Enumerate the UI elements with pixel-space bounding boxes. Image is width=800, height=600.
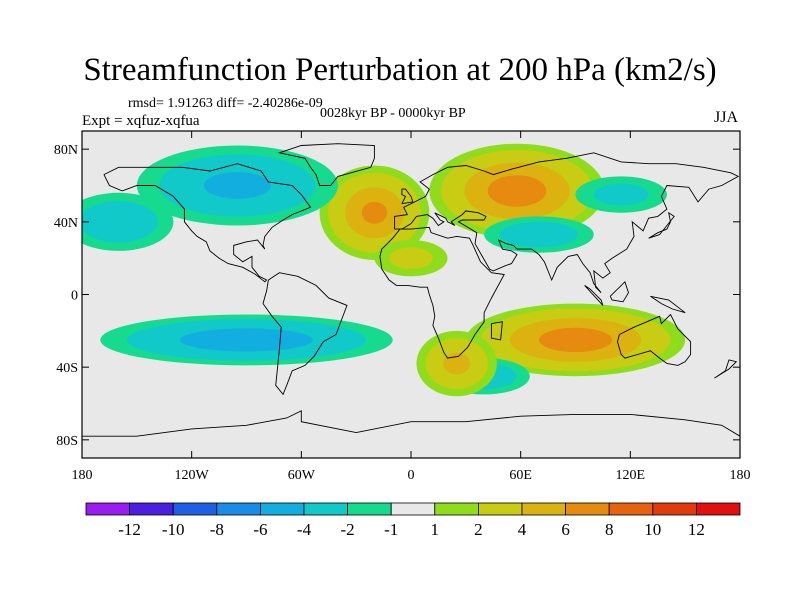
colorbar-box <box>696 502 741 516</box>
coastline-path <box>714 359 738 379</box>
colorbar-box <box>303 502 348 516</box>
y-tick-label: 0 <box>71 289 78 304</box>
colorbar-label: -8 <box>210 520 224 539</box>
coastline-path <box>648 211 675 239</box>
coastline-path <box>82 410 740 437</box>
colorbar-box <box>608 502 654 516</box>
contour-band <box>499 221 579 248</box>
field-feature <box>374 239 448 277</box>
colorbar: -12 -10 -8 -6 -4 -2 -1 1 2 4 6 8 10 12 <box>85 502 741 539</box>
field-feature <box>575 176 667 213</box>
colorbar-box <box>259 502 305 516</box>
colorbar-box <box>172 502 218 516</box>
contour-band <box>487 175 547 207</box>
colorbar-label: -12 <box>118 520 141 539</box>
colorbar-box <box>565 502 610 516</box>
x-tick-label: 120E <box>616 468 646 483</box>
contour-band <box>82 201 158 243</box>
x-tick-label: 60E <box>509 468 532 483</box>
field-feature <box>100 314 393 366</box>
season-text: JJA <box>714 109 739 126</box>
coastline-path <box>379 226 505 359</box>
x-tick-label: 60W <box>288 468 316 483</box>
colorbar-label: 6 <box>561 520 570 539</box>
field-feature <box>136 145 338 226</box>
x-tick-label: 120W <box>175 468 210 483</box>
colorbar-box <box>347 502 392 516</box>
colorbar-box <box>390 502 436 516</box>
colorbar-box <box>216 502 261 516</box>
field-feature <box>484 216 594 253</box>
field-feature <box>465 303 686 377</box>
contour-band <box>180 328 313 352</box>
field-feature <box>416 330 497 397</box>
coastline-path <box>617 313 692 366</box>
y-tick-label: 40N <box>54 216 78 231</box>
rmsd-text: rmsd= 1.91263 diff= -2.40286e-09 <box>128 96 323 111</box>
colorbar-label: 10 <box>644 520 661 539</box>
colorbar-label: 1 <box>431 520 440 539</box>
coastline-path <box>490 321 503 341</box>
y-tick-label: 80S <box>56 434 78 449</box>
x-tick-label: 180 <box>730 468 751 483</box>
y-tick-label: 80N <box>54 143 78 158</box>
contour-band <box>361 201 388 224</box>
colorbar-box <box>477 502 523 516</box>
contour-band <box>593 183 649 206</box>
axis-ticks: 180 120W 60W 0 60E 120E 180 80N 40N 0 40S 80S <box>54 131 751 483</box>
x-tick-label: 180 <box>72 468 93 483</box>
coastline-path <box>262 272 348 396</box>
coastline-path <box>650 295 686 314</box>
chart-title: Streamfunction Perturbation at 200 hPa (… <box>83 52 717 88</box>
y-tick-label: 40S <box>56 361 78 376</box>
colorbar-label: -2 <box>341 520 355 539</box>
field-feature <box>429 143 605 239</box>
contour-band <box>389 247 433 270</box>
x-tick-label: 0 <box>408 468 415 483</box>
expt-text: Expt = xqfuz-xqfua <box>82 113 200 129</box>
coastline-path <box>609 280 629 303</box>
colorbar-box <box>434 502 479 516</box>
coastline-path <box>394 152 740 294</box>
colorbar-label: -1 <box>384 520 398 539</box>
coastline-path <box>277 143 375 186</box>
colorbar-label: 8 <box>605 520 614 539</box>
colorbar-box <box>521 502 566 516</box>
colorbar-box <box>129 502 174 516</box>
coastline-path <box>584 285 604 306</box>
colorbar-label: 4 <box>518 520 527 539</box>
contour-band <box>538 327 613 353</box>
period-text: 0028kyr BP - 0000kyr BP <box>320 106 466 121</box>
coastline-path <box>103 163 312 283</box>
colorbar-box <box>652 502 697 516</box>
field-feature <box>82 192 174 251</box>
colorbar-box <box>85 502 130 516</box>
colorbar-label: -6 <box>253 520 267 539</box>
contour-band <box>443 352 471 375</box>
coastline-path <box>401 188 414 205</box>
contour-band <box>203 172 271 199</box>
colorbar-label: 12 <box>688 520 705 539</box>
coastlines <box>82 143 740 437</box>
colorbar-label: 2 <box>474 520 483 539</box>
colorbar-label: -4 <box>297 520 312 539</box>
colorbar-label: -10 <box>162 520 185 539</box>
